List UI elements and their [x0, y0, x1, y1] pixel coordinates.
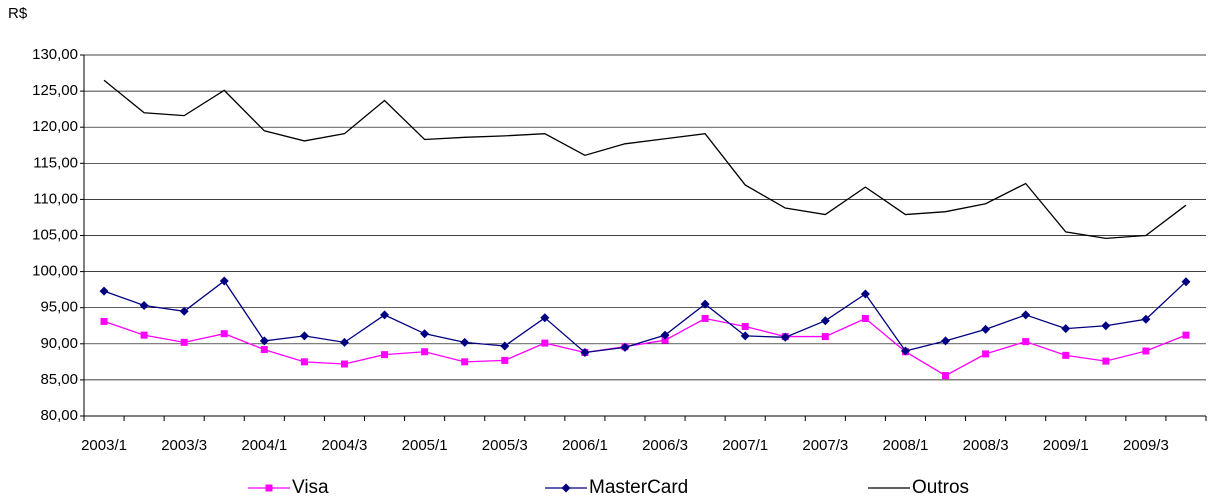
data-point [501, 356, 509, 364]
data-point [701, 315, 709, 323]
data-point [180, 338, 188, 346]
data-point [541, 339, 549, 347]
data-point [981, 324, 991, 334]
data-point [339, 337, 349, 347]
x-tick-label: 2004/3 [322, 437, 368, 454]
data-point [220, 330, 228, 338]
y-tick-label: 90,00 [40, 335, 78, 352]
legend-label: Visa [292, 477, 329, 498]
y-tick-label: 110,00 [33, 190, 78, 207]
data-point [1181, 277, 1191, 287]
x-tick-label: 2003/1 [81, 437, 127, 454]
x-tick-label: 2009/1 [1043, 437, 1089, 454]
data-point [461, 358, 469, 366]
data-point [861, 315, 869, 323]
x-tick-label: 2008/3 [963, 437, 1009, 454]
y-tick-label: 80,00 [40, 407, 78, 424]
y-tick-label: 105,00 [32, 226, 78, 243]
x-tick-label: 2006/3 [642, 437, 688, 454]
data-point [260, 346, 268, 354]
data-point [1102, 357, 1110, 365]
data-point [139, 301, 149, 311]
data-point [821, 333, 829, 341]
data-point [299, 331, 309, 341]
series-line [103, 79, 1187, 240]
data-point [1182, 331, 1190, 339]
x-tick-label: 2009/3 [1123, 437, 1169, 454]
data-point [1061, 324, 1071, 334]
data-point [1022, 338, 1030, 346]
data-point [900, 346, 910, 356]
y-tick-label: 100,00 [32, 263, 78, 280]
y-tick-label: 85,00 [40, 371, 78, 388]
data-point [820, 316, 830, 326]
y-tick-label: 130,00 [32, 46, 78, 63]
data-point [179, 306, 189, 316]
data-point [700, 299, 710, 309]
x-tick-label: 2005/3 [482, 437, 528, 454]
data-point [100, 317, 108, 325]
data-point [860, 289, 870, 299]
y-axis-label: R$ [8, 5, 28, 22]
data-point [140, 331, 148, 339]
data-point [941, 336, 951, 346]
data-point [380, 310, 390, 320]
y-tick-label: 125,00 [32, 82, 78, 99]
data-point [942, 372, 950, 380]
legend-marker [561, 483, 571, 493]
legend-marker [265, 484, 273, 492]
data-point [1142, 347, 1150, 355]
y-tick-label: 120,00 [32, 118, 78, 135]
x-tick-label: 2006/1 [562, 437, 608, 454]
data-point [99, 286, 109, 296]
data-point [741, 322, 749, 330]
data-point [580, 347, 590, 357]
data-point [420, 329, 430, 339]
data-point [982, 350, 990, 358]
data-point [381, 351, 389, 359]
data-point [1101, 321, 1111, 331]
y-tick-label: 115,00 [33, 154, 78, 171]
data-point [660, 330, 670, 340]
x-tick-label: 2003/3 [161, 437, 207, 454]
data-point [340, 360, 348, 368]
data-point [219, 276, 229, 286]
series-line [103, 317, 1187, 377]
data-point [540, 313, 550, 323]
data-point [1021, 310, 1031, 320]
legend-label: MasterCard [589, 477, 688, 498]
data-point [1062, 351, 1070, 359]
data-point [661, 336, 669, 344]
y-tick-label: 95,00 [40, 299, 78, 316]
data-point [1141, 314, 1151, 324]
legend-label: Outros [912, 477, 969, 498]
data-point [421, 348, 429, 356]
data-point [740, 331, 750, 341]
x-tick-label: 2005/1 [402, 437, 448, 454]
series-line [103, 280, 1187, 354]
data-point [780, 332, 790, 342]
x-tick-label: 2007/3 [802, 437, 848, 454]
data-point [620, 342, 630, 352]
data-point [500, 341, 510, 351]
data-point [460, 337, 470, 347]
x-tick-label: 2004/1 [241, 437, 287, 454]
data-point [259, 336, 269, 346]
x-tick-label: 2008/1 [883, 437, 929, 454]
data-point [300, 358, 308, 366]
x-tick-label: 2007/1 [722, 437, 768, 454]
